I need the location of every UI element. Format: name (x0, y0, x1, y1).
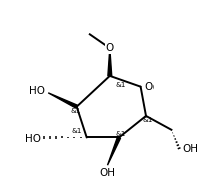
Polygon shape (108, 48, 112, 76)
Polygon shape (48, 93, 77, 108)
Text: &1: &1 (115, 82, 126, 88)
Text: HO: HO (29, 86, 45, 96)
Text: &1: &1 (70, 108, 80, 114)
Text: O: O (144, 82, 153, 92)
Text: O: O (106, 43, 114, 53)
Text: HO: HO (24, 134, 41, 144)
Text: &1: &1 (72, 128, 82, 134)
Text: OH: OH (182, 144, 198, 154)
Text: OH: OH (99, 168, 116, 178)
Text: &1: &1 (115, 132, 126, 137)
Polygon shape (107, 137, 121, 165)
Text: &1: &1 (142, 117, 153, 123)
Text: O: O (145, 83, 153, 93)
